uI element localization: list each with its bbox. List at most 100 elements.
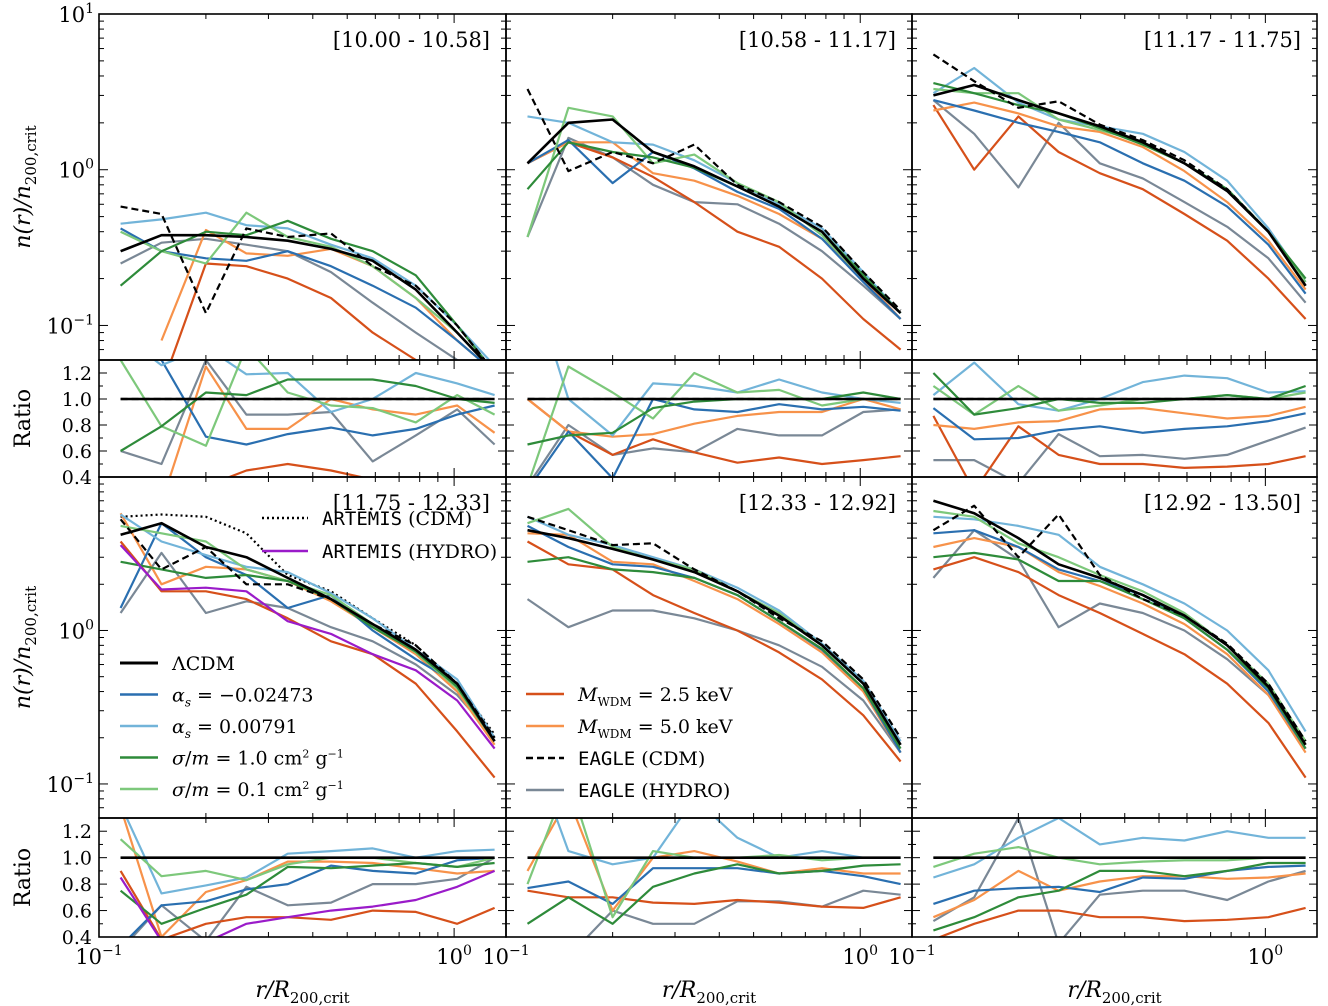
ratio-tick-label: 0.8 xyxy=(62,874,92,896)
y-tick-label: 10−1 xyxy=(47,771,94,797)
ratio-tick-label: 1.2 xyxy=(62,363,92,385)
series-line-eagle_cdm xyxy=(932,53,1307,287)
ratio-line-sidm01 xyxy=(529,365,901,477)
legend-artemis: ARTEMIS (CDM) ARTEMIS (HYDRO) xyxy=(262,508,497,563)
y-axis-label: n(r)/n200,crit xyxy=(11,125,40,248)
ratio-line-as_neg xyxy=(535,397,901,477)
main-series-group xyxy=(932,499,1307,779)
y-axis-label: n(r)/n200,crit xyxy=(11,586,40,709)
main-axes-frame xyxy=(911,13,1318,361)
series-line-eagle_hydro xyxy=(932,529,1307,750)
panel-1: [10.00 - 10.58] xyxy=(98,13,507,478)
series-line-as_pos xyxy=(932,66,1307,283)
legend-item-as_pos: αs = 0.00791 xyxy=(172,716,298,741)
ratio-tick-label: 0.4 xyxy=(62,467,92,489)
y-tick-label: 100 xyxy=(58,157,94,183)
panel-mass-bin-label: [10.00 - 10.58] xyxy=(333,28,490,52)
series-line-wdm25 xyxy=(526,540,902,763)
ratio-line-sidm1 xyxy=(933,861,1306,932)
main-series-group xyxy=(119,205,491,360)
series-line-as_pos xyxy=(933,515,1307,732)
series-line-sidm1 xyxy=(119,219,487,360)
series-line-as_pos xyxy=(527,515,902,742)
main-series-group xyxy=(119,512,496,779)
y-ticks-main xyxy=(99,476,506,819)
x-ticks xyxy=(98,14,455,477)
x-axis-label: r/R200,crit xyxy=(255,978,349,1006)
legend-item-artemis_hydro: ARTEMIS (HYDRO) xyxy=(322,541,497,563)
ratio-line-wdm50 xyxy=(526,818,901,912)
series-line-eagle_hydro xyxy=(119,551,496,739)
ratio-axes-frame xyxy=(505,817,913,938)
ratio-line-wdm25 xyxy=(527,889,901,909)
ratio-axes-frame xyxy=(911,817,1318,938)
panel-5: [12.33 - 12.92] 10−1 100 r/R200,crit xyxy=(482,476,913,1006)
x-ticks xyxy=(505,477,861,937)
y-ticks-main xyxy=(912,13,1317,361)
ratio-line-eagle_hydro xyxy=(131,856,496,937)
y-ticks-main xyxy=(912,476,1317,819)
ratio-line-eagle_hydro xyxy=(585,889,901,937)
panel-6: [12.92 - 13.50] 10−1 100 r/R200,crit xyxy=(888,476,1318,1006)
ratio-line-sidm1 xyxy=(526,863,901,925)
y-axis-labels: 101 100 10−1 100 10−1 1.2 1.0 0.8 0.6 0.4 n(r)/n20… xyxy=(11,1,94,949)
ratio-tick-label: 1.2 xyxy=(62,821,92,843)
series-line-sidm01 xyxy=(933,87,1307,283)
ratio-tick-label: 1.0 xyxy=(62,848,92,870)
x-ticks xyxy=(98,477,455,937)
ratio-line-as_pos xyxy=(125,818,495,895)
legend-item-eagle_hydro: EAGLE (HYDRO) xyxy=(578,780,730,802)
series-line-lcdm xyxy=(526,118,902,315)
ratio-line-as_pos xyxy=(152,360,495,414)
ratio-tick-label: 0.4 xyxy=(62,927,92,949)
ratio-line-wdm25 xyxy=(937,906,1306,937)
legend-item-wdm25: MWDM = 2.5 keV xyxy=(577,684,733,709)
ratio-axis-label: Ratio xyxy=(11,848,36,907)
ratio-axis-label: Ratio xyxy=(11,389,36,448)
legend-mid: MWDM = 2.5 keV MWDM = 5.0 keV EAGLE (CDM) E… xyxy=(526,684,733,802)
y-tick-label: 10−1 xyxy=(47,312,94,338)
ratio-series-group xyxy=(932,361,1306,477)
series-line-eagle_cdm xyxy=(527,515,902,739)
ratio-tick-label: 0.6 xyxy=(62,901,92,923)
series-line-eagle_cdm xyxy=(932,504,1307,742)
ratio-line-sidm1 xyxy=(119,861,495,925)
ratio-line-eagle_hydro xyxy=(932,818,1306,937)
y-ticks-main xyxy=(506,476,912,819)
ratio-line-wdm50 xyxy=(526,397,901,438)
series-line-wdm50 xyxy=(933,537,1307,754)
x-axis-label: r/R200,crit xyxy=(662,978,756,1006)
y-ticks-ratio xyxy=(912,817,1317,938)
ratio-tick-label: 0.8 xyxy=(62,415,92,437)
series-line-eagle_cdm xyxy=(526,88,902,312)
ratio-line-sidm1 xyxy=(932,372,1306,416)
series-line-wdm25 xyxy=(526,141,902,351)
ratio-line-wdm25 xyxy=(526,398,901,466)
series-line-lcdm xyxy=(933,499,1307,746)
main-series-group xyxy=(932,53,1307,320)
legend-item-sidm01: σ/m = 0.1 cm2 g−1 xyxy=(172,779,344,801)
main-series-group xyxy=(526,88,902,351)
x-ticks xyxy=(911,477,1266,937)
ratio-line-as_pos xyxy=(932,361,1306,412)
series-line-wdm50 xyxy=(527,532,902,754)
panel-mass-bin-label: [11.75 - 12.33] xyxy=(333,491,490,515)
ratio-line-sidm01 xyxy=(119,838,495,882)
main-axes-frame xyxy=(911,476,1318,819)
x-tick-label: 100 xyxy=(1248,943,1284,969)
x-axis-label: r/R200,crit xyxy=(1067,978,1161,1006)
ratio-line-wdm50 xyxy=(933,405,1306,430)
series-line-as_neg xyxy=(933,529,1307,750)
series-line-wdm25 xyxy=(170,262,418,360)
ratio-line-wdm50 xyxy=(932,869,1306,919)
ratio-line-as_neg xyxy=(933,864,1306,905)
x-tick-label: 10−1 xyxy=(75,943,122,969)
series-line-sidm1 xyxy=(527,556,902,750)
ratio-line-wdm25 xyxy=(119,870,496,937)
ratio-line-sidm1 xyxy=(120,378,495,452)
x-tick-label: 10−1 xyxy=(888,943,935,969)
ratio-series-group xyxy=(526,818,901,937)
ratio-line-wdm25 xyxy=(932,415,1306,477)
ratio-line-wdm25 xyxy=(226,462,461,477)
